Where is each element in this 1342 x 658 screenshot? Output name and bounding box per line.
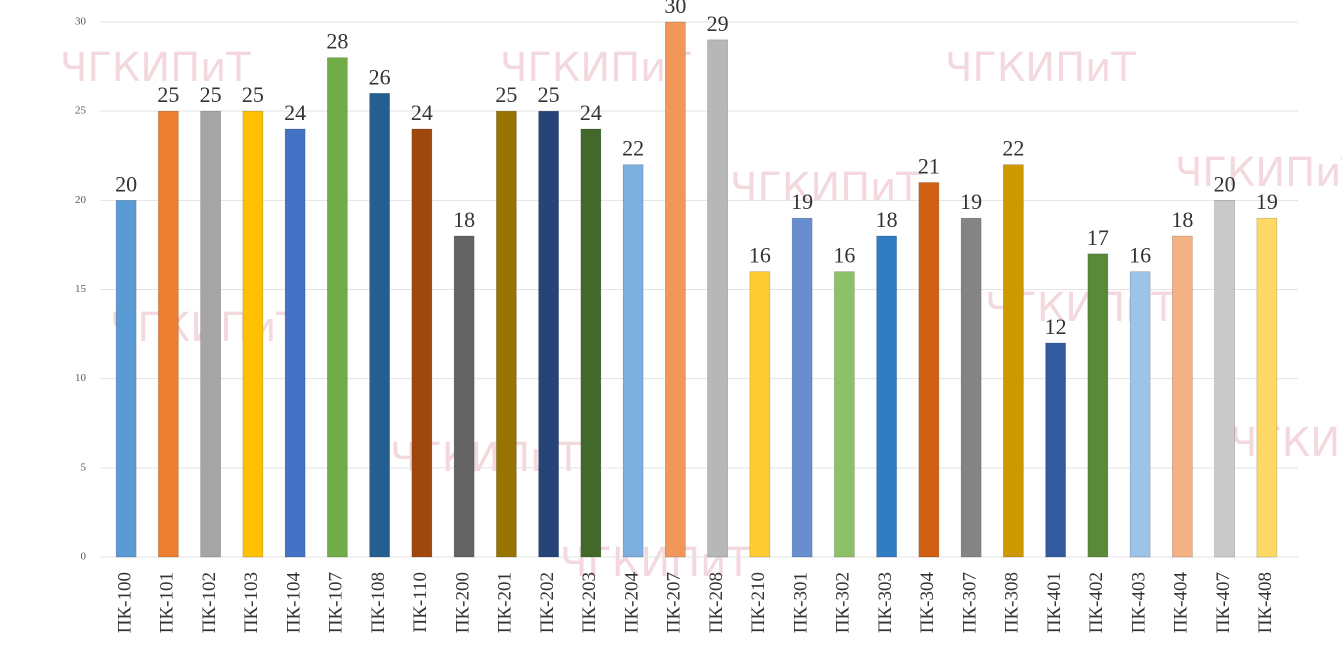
data-label: 19	[960, 189, 982, 214]
data-label: 16	[833, 243, 855, 268]
y-tick-label: 25	[75, 105, 87, 117]
x-tick-label: ПК-303	[875, 572, 896, 633]
data-label: 19	[1256, 189, 1278, 214]
y-tick-label: 10	[75, 372, 87, 384]
bar	[1214, 200, 1235, 558]
data-label: 28	[326, 29, 348, 54]
bar	[284, 128, 306, 558]
bar	[834, 271, 855, 558]
bar	[918, 182, 940, 558]
x-tick-label: ПК-101	[157, 572, 178, 633]
data-label: 16	[749, 243, 771, 268]
bar	[1045, 342, 1066, 558]
data-label: 24	[284, 100, 306, 125]
x-tick-label: ПК-103	[241, 572, 262, 633]
bar	[580, 128, 602, 558]
bar	[327, 57, 348, 558]
x-tick-label: ПК-200	[452, 572, 473, 633]
bar	[1003, 164, 1024, 558]
bar	[496, 110, 517, 558]
x-tick-label: ПК-210	[748, 572, 769, 633]
x-tick-label: ПК-203	[579, 572, 600, 633]
x-tick-label: ПК-403	[1128, 572, 1149, 633]
x-tick-label: ПК-108	[368, 572, 389, 633]
data-label: 24	[411, 100, 433, 125]
data-label: 18	[1171, 207, 1193, 232]
bar	[622, 164, 644, 558]
x-tick-label: ПК-207	[664, 572, 685, 633]
data-label: 25	[157, 82, 179, 107]
bar	[411, 128, 433, 558]
data-label: 20	[115, 171, 137, 196]
bar	[1256, 217, 1278, 558]
bar	[876, 235, 897, 558]
x-tick-label: ПК-307	[959, 572, 980, 633]
data-label: 25	[200, 82, 222, 107]
watermark: ЧГКИПиТ	[60, 45, 251, 91]
x-tick-label: ПК-304	[917, 572, 938, 634]
bar	[1172, 235, 1193, 558]
bar	[665, 21, 686, 558]
bar	[960, 217, 982, 558]
data-label: 25	[242, 82, 264, 107]
data-label: 29	[707, 11, 729, 36]
bar	[158, 110, 179, 558]
data-label: 25	[495, 82, 517, 107]
x-tick-label: ПК-404	[1171, 572, 1192, 634]
data-label: 22	[1002, 136, 1024, 161]
data-label: 12	[1045, 314, 1067, 339]
y-tick-label: 5	[81, 461, 87, 473]
y-tick-label: 30	[75, 16, 87, 28]
data-label: 30	[664, 0, 686, 18]
y-tick-label: 15	[75, 283, 87, 295]
x-tick-label: ПК-102	[199, 572, 220, 633]
data-label: 24	[580, 100, 602, 125]
data-label: 16	[1129, 243, 1151, 268]
watermark: ЧГКИПиТ	[1230, 420, 1342, 466]
x-tick-label: ПК-201	[495, 572, 516, 633]
watermark: ЧГКИПиТ	[730, 165, 921, 211]
data-label: 18	[876, 207, 898, 232]
bar	[791, 217, 813, 558]
data-label: 17	[1087, 225, 1109, 250]
bar	[1129, 271, 1151, 558]
data-label: 20	[1214, 171, 1236, 196]
x-tick-label: ПК-407	[1213, 572, 1234, 633]
x-tick-label: ПК-110	[410, 572, 431, 633]
bar	[707, 39, 728, 558]
data-label: 22	[622, 136, 644, 161]
watermark: ЧГКИПиТ	[945, 45, 1136, 91]
x-tick-label: ПК-208	[706, 572, 727, 633]
x-tick-label: ПК-401	[1044, 572, 1065, 633]
data-label: 18	[453, 207, 475, 232]
x-tick-label: ПК-100	[114, 572, 135, 633]
x-tick-label: ПК-107	[326, 572, 347, 633]
x-tick-label: ПК-204	[621, 572, 642, 634]
bar	[200, 110, 221, 558]
bar	[242, 110, 264, 558]
bar	[369, 93, 390, 558]
bar	[749, 271, 771, 558]
y-tick-label: 20	[75, 194, 87, 206]
x-tick-label: ПК-301	[790, 572, 811, 633]
bar	[538, 110, 559, 558]
data-label: 21	[918, 154, 940, 179]
watermark: ЧГКИПиТ	[500, 45, 691, 91]
watermark: ЧГКИПиТ	[1175, 150, 1342, 196]
bar	[115, 200, 137, 558]
bar	[1087, 253, 1109, 558]
x-tick-label: ПК-202	[537, 572, 558, 633]
y-tick-label: 0	[81, 551, 87, 563]
x-tick-label: ПК-308	[1002, 572, 1023, 633]
data-label: 19	[791, 189, 813, 214]
data-label: 26	[369, 64, 391, 89]
x-tick-label: ПК-302	[833, 572, 854, 633]
x-tick-label: ПК-408	[1255, 572, 1276, 633]
data-label: 25	[538, 82, 560, 107]
bar	[453, 235, 475, 558]
x-tick-label: ПК-402	[1086, 572, 1107, 633]
x-tick-label: ПК-104	[283, 572, 304, 634]
